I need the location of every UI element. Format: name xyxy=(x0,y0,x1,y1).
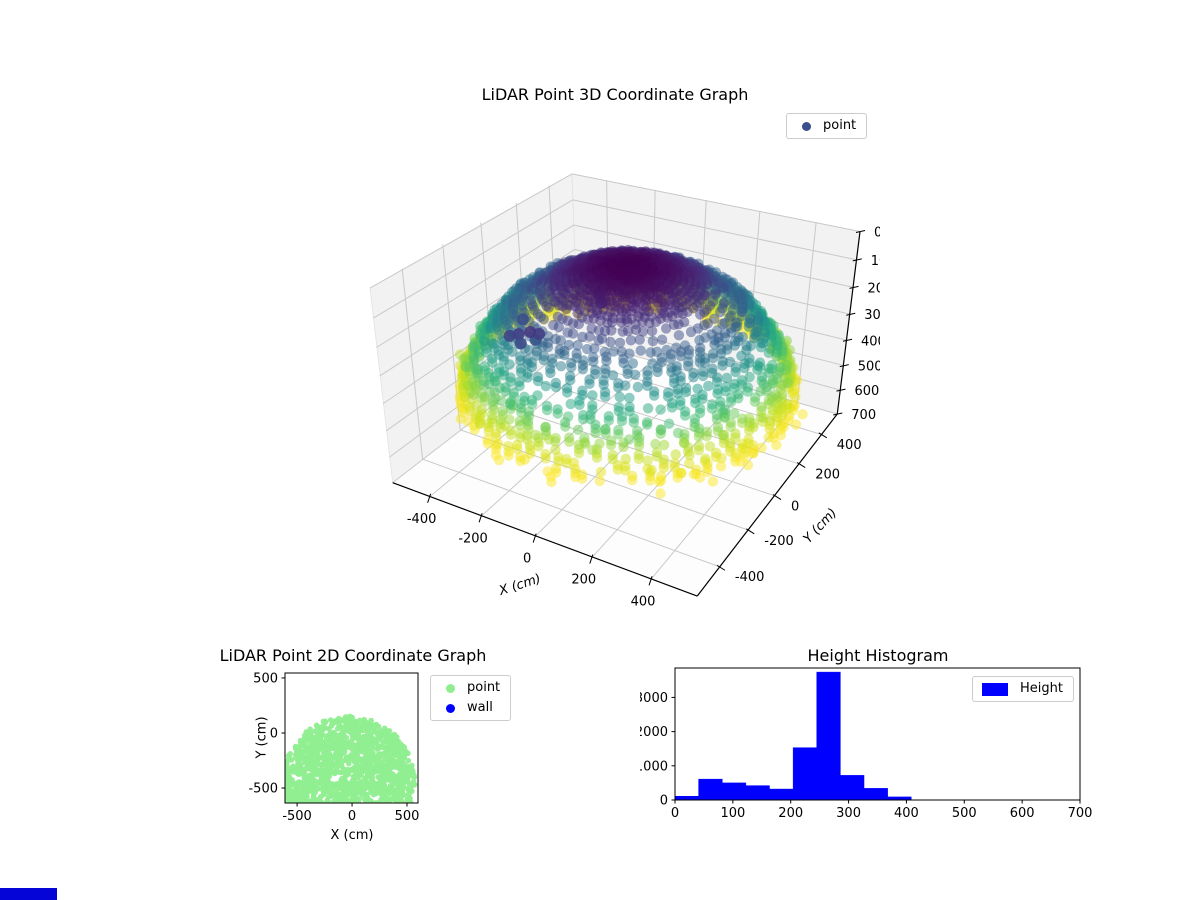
tick-label: 500 xyxy=(395,809,420,824)
tick-label: 400 xyxy=(861,334,880,349)
tick-label: 400 xyxy=(894,806,919,821)
scatter-points-3d xyxy=(454,244,808,499)
hist-bars xyxy=(674,671,912,801)
chart-3d-legend: point xyxy=(786,113,868,139)
y-axis-label-3d: Y (cm) xyxy=(801,506,841,547)
height-bar-swatch xyxy=(982,682,1008,696)
scatter-points-2d xyxy=(285,713,418,803)
tick-label: 200 xyxy=(868,281,880,296)
chart-3d-title: LiDAR Point 3D Coordinate Graph xyxy=(481,85,749,104)
tick-label: 0 xyxy=(270,726,278,741)
legend-entry-wall: wall xyxy=(440,700,500,716)
tick-label: 200 xyxy=(571,573,596,588)
legend-label: point xyxy=(823,118,857,133)
tick-label: 300 xyxy=(864,308,880,323)
tick-label: 100 xyxy=(720,806,745,821)
legend-entry-point-3d: point xyxy=(796,118,856,134)
legend-entry-height: Height xyxy=(982,681,1063,697)
legend-label: wall xyxy=(467,700,493,715)
blue-corner-artifact xyxy=(0,888,57,900)
plot-3d-canvas: -400 -200 0 200 400 400 200 0 -200 -400 0 100 200 300… xyxy=(369,173,880,610)
wall-marker-icon xyxy=(446,703,455,713)
y-axis-label-2d: Y (cm) xyxy=(254,716,270,759)
legend-entry-point: point xyxy=(440,680,500,696)
tick-label: -200 xyxy=(764,534,794,549)
tick-labels-2d: -500 0 500 500 0 -500 xyxy=(248,671,419,824)
axes-box-2d xyxy=(284,672,419,804)
tick-label: 3000 xyxy=(640,691,668,706)
plot-2d-canvas: -500 0 500 500 0 -500 xyxy=(248,671,419,824)
chart-2d-title: LiDAR Point 2D Coordinate Graph xyxy=(219,646,487,665)
tick-label: -500 xyxy=(248,782,278,797)
tick-label: -400 xyxy=(407,512,437,527)
tick-label: 0 xyxy=(348,809,356,824)
x-axis-label-2d: X (cm) xyxy=(330,828,374,843)
tick-label: 0 xyxy=(791,500,799,515)
tick-label: 700 xyxy=(851,408,876,423)
tick-label: 1000 xyxy=(640,759,668,774)
tick-label: 0 xyxy=(671,806,679,821)
tick-label: -400 xyxy=(735,570,765,585)
point-marker-icon xyxy=(446,683,455,693)
point-marker-icon xyxy=(802,121,811,131)
tick-label: 200 xyxy=(815,468,840,483)
chart-hist-title: Height Histogram xyxy=(807,646,949,665)
chart-2d-legend: point wall xyxy=(430,675,512,721)
tick-label: 500 xyxy=(952,806,977,821)
axes-3d xyxy=(392,231,861,597)
tick-label: 0 xyxy=(874,226,880,241)
tick-label: 600 xyxy=(1010,806,1035,821)
tick-label: 200 xyxy=(778,806,803,821)
tick-label: 500 xyxy=(858,360,880,375)
tick-label: 600 xyxy=(855,384,880,399)
legend-label: point xyxy=(467,680,501,695)
tick-label: -200 xyxy=(458,531,488,546)
x-axis-label-3d: X (cm) xyxy=(496,571,542,599)
tick-label: -500 xyxy=(282,809,312,824)
tick-label: 400 xyxy=(837,438,862,453)
tick-label: 400 xyxy=(631,594,656,609)
tick-labels-3d: -400 -200 0 200 400 400 200 0 -200 -400 0 100 200 300… xyxy=(407,226,880,610)
tick-label: 700 xyxy=(1068,806,1093,821)
axes-box-hist xyxy=(674,667,1081,801)
tick-label: 100 xyxy=(871,254,880,269)
tick-label: 0 xyxy=(660,794,668,809)
legend-label: Height xyxy=(1020,681,1063,696)
chart-hist-legend: Height xyxy=(972,676,1074,702)
tick-label: 500 xyxy=(253,671,278,686)
tick-label: 300 xyxy=(836,806,861,821)
tick-label: 0 xyxy=(523,552,531,567)
